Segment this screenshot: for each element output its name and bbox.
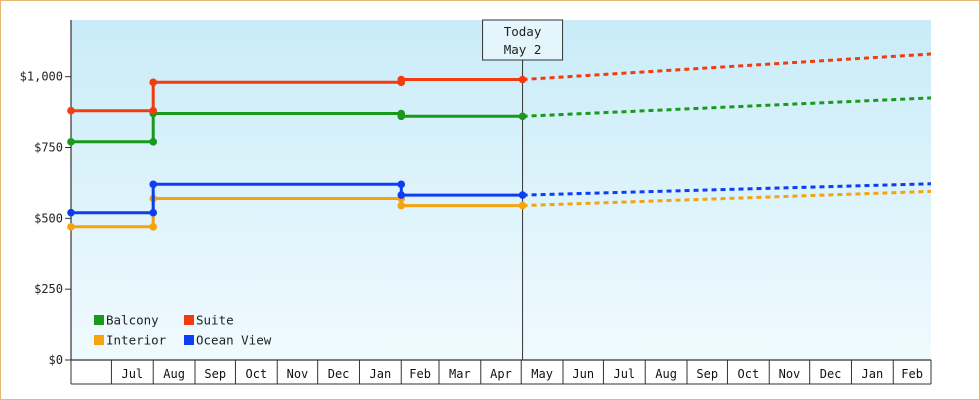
- legend-swatch-ocean-view: [184, 335, 194, 345]
- y-tick-label: $500: [34, 211, 63, 225]
- legend-label-suite: Suite: [196, 313, 234, 328]
- data-point: [149, 223, 158, 231]
- data-point: [397, 201, 406, 210]
- y-axis: $0 $250 $500 $750 $1,000: [20, 20, 72, 367]
- today-marker: Today May 2: [482, 19, 564, 360]
- data-point: [518, 201, 527, 210]
- x-tick-label: Nov: [287, 367, 309, 381]
- data-point: [67, 138, 75, 146]
- data-point: [149, 106, 158, 115]
- x-tick-label: Dec: [328, 367, 350, 381]
- x-tick-label: Feb: [901, 367, 923, 381]
- series-suite: [67, 52, 932, 115]
- data-point: [67, 223, 75, 231]
- data-point: [397, 191, 406, 199]
- x-tick-label: Aug: [163, 367, 185, 381]
- x-tick-label: Sep: [696, 367, 718, 381]
- data-point: [397, 75, 406, 84]
- y-tick-label: $1,000: [20, 70, 63, 84]
- x-axis: Jul Aug Sep Oct Nov Dec Jan Feb Mar Apr May Jun Jul A…: [70, 359, 932, 385]
- x-tick-label: Aug: [655, 367, 677, 381]
- x-tick-label: Dec: [820, 367, 842, 381]
- legend-swatch-interior: [94, 335, 104, 345]
- x-tick-label: Jan: [862, 367, 884, 381]
- x-tick-label: Jul: [121, 367, 143, 381]
- data-point: [518, 112, 527, 121]
- x-tick-label: Jan: [370, 367, 392, 381]
- series-line-interior: [71, 197, 523, 229]
- plot-background: [71, 20, 931, 360]
- legend: Balcony Interior Suite Ocean View: [94, 313, 272, 348]
- x-tick-label: Feb: [409, 367, 431, 381]
- data-point: [518, 75, 527, 84]
- series-line-balcony: [71, 112, 523, 144]
- series-line-ocean-view: [71, 182, 523, 215]
- x-tick-label: Mar: [449, 367, 471, 381]
- y-tick-label: $750: [34, 141, 63, 155]
- x-tick-label: Sep: [204, 367, 226, 381]
- x-tick-label: Oct: [246, 367, 268, 381]
- x-tick-label: Jun: [572, 367, 594, 381]
- x-tick-label: Jul: [613, 367, 635, 381]
- today-date-label: May 2: [504, 42, 542, 57]
- legend-swatch-balcony: [94, 315, 104, 325]
- today-label: Today: [504, 24, 542, 39]
- x-tick-label: Nov: [779, 367, 801, 381]
- data-point: [149, 208, 158, 217]
- data-point: [67, 208, 75, 217]
- y-tick-label: $0: [49, 353, 63, 367]
- today-box: [482, 19, 564, 61]
- data-point: [397, 112, 406, 121]
- data-point: [518, 191, 527, 199]
- data-point: [149, 138, 158, 146]
- data-point: [149, 180, 158, 189]
- x-tick-label: Oct: [738, 367, 760, 381]
- series-line-suite: [71, 78, 523, 113]
- legend-label-ocean-view: Ocean View: [196, 333, 272, 348]
- series-ocean-view: [67, 180, 932, 217]
- x-tick-label: Apr: [490, 367, 512, 381]
- series-lines: [67, 52, 932, 231]
- legend-label-interior: Interior: [106, 333, 167, 348]
- x-tick-label: May: [531, 367, 553, 381]
- data-point: [67, 106, 75, 115]
- legend-label-balcony: Balcony: [106, 313, 159, 328]
- y-tick-label: $250: [34, 282, 63, 296]
- data-point: [149, 78, 158, 87]
- legend-swatch-suite: [184, 315, 194, 325]
- data-point: [397, 180, 406, 189]
